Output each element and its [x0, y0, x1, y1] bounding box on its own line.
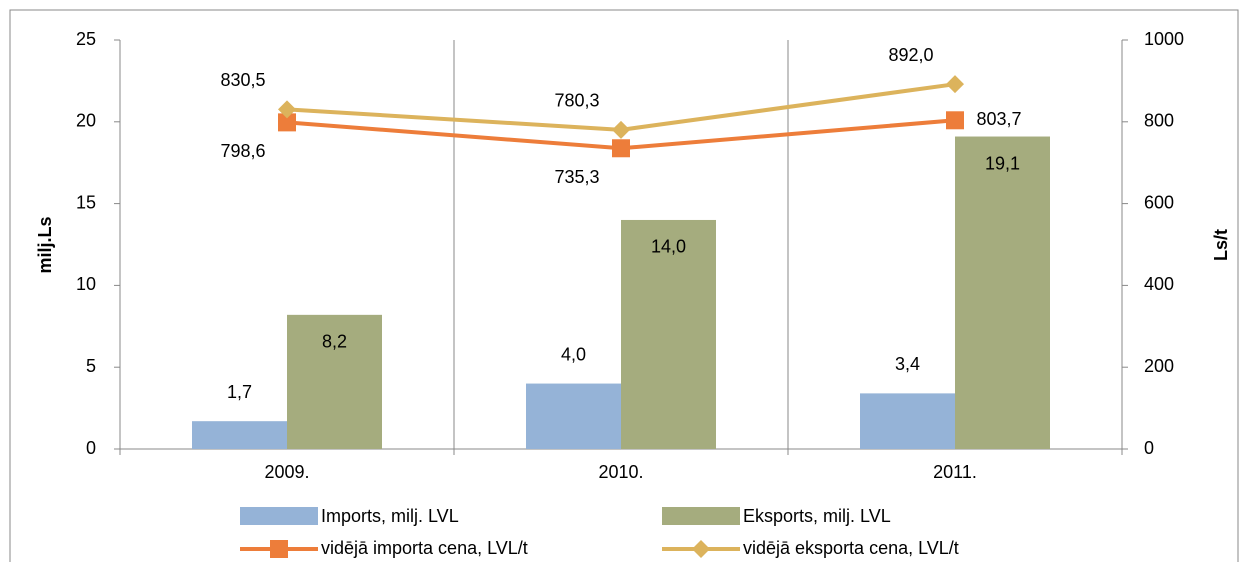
y-tick-label: 5	[86, 356, 96, 376]
marker	[278, 100, 296, 119]
data-label: 4,0	[561, 344, 586, 364]
y-tick-label: 0	[86, 438, 96, 458]
y-tick-label: 25	[76, 29, 96, 49]
data-label: 892,0	[888, 45, 933, 65]
y2-tick-label: 400	[1144, 274, 1174, 294]
y2-tick-label: 800	[1144, 111, 1174, 131]
legend-marker	[270, 540, 288, 558]
y-tick-label: 15	[76, 192, 96, 212]
marker	[612, 120, 630, 139]
legend-label: Imports, milj. LVL	[321, 506, 459, 526]
y-axis-label: milj.Ls	[35, 216, 55, 273]
marker	[946, 111, 964, 130]
data-label: 735,3	[554, 167, 599, 187]
data-label: 19,1	[985, 153, 1020, 173]
y2-tick-label: 1000	[1144, 29, 1184, 49]
bar	[192, 421, 287, 449]
marker	[278, 113, 296, 132]
data-label: 1,7	[227, 382, 252, 402]
legend-swatch	[240, 507, 318, 525]
data-label: 780,3	[554, 91, 599, 111]
legend-label: vidējā importa cena, LVL/t	[321, 538, 528, 558]
y2-tick-label: 0	[1144, 438, 1154, 458]
x-tick-label: 2011.	[933, 462, 977, 482]
y-tick-label: 10	[76, 274, 96, 294]
x-tick-label: 2009.	[264, 462, 309, 482]
y-tick-label: 20	[76, 111, 96, 131]
data-label: 830,5	[220, 70, 265, 90]
y2-tick-label: 600	[1144, 192, 1174, 212]
legend-label: vidējā eksporta cena, LVL/t	[743, 538, 959, 558]
data-label: 803,7	[976, 109, 1021, 129]
y2-axis-label: Ls/t	[1211, 229, 1231, 261]
bar	[287, 314, 382, 449]
x-tick-label: 2010.	[598, 462, 643, 482]
marker	[612, 139, 630, 158]
data-label: 798,6	[220, 141, 265, 161]
bar	[526, 383, 621, 449]
y2-tick-label: 200	[1144, 356, 1174, 376]
data-label: 8,2	[322, 332, 347, 352]
bar	[621, 219, 716, 449]
legend-marker	[692, 540, 710, 558]
bar	[955, 136, 1050, 450]
legend-label: Eksports, milj. LVL	[743, 506, 891, 526]
marker	[946, 75, 964, 94]
bar	[860, 393, 955, 449]
chart-border	[9, 9, 1239, 562]
data-label: 14,0	[651, 237, 686, 257]
legend-swatch	[662, 507, 740, 525]
data-label: 3,4	[895, 354, 920, 374]
